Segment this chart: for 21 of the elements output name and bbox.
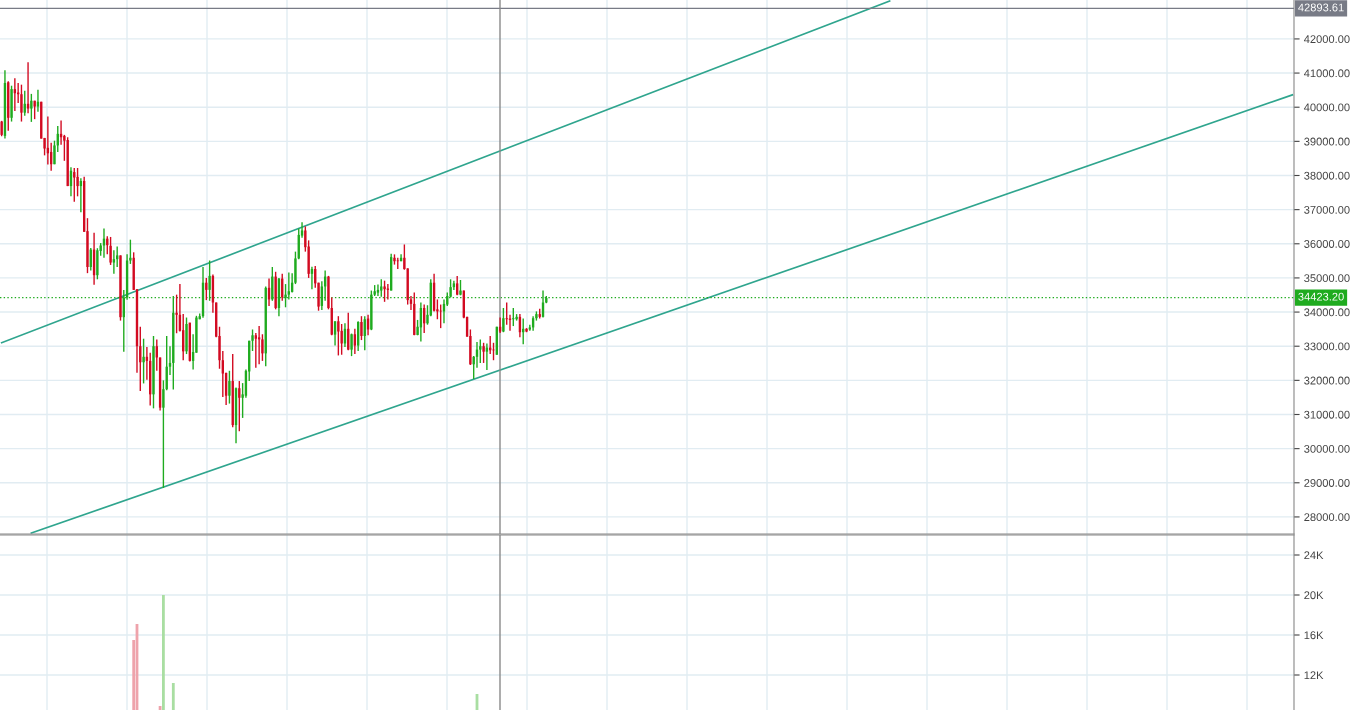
y-tick-label: 38000.00 xyxy=(1304,171,1350,180)
ref-line-label: 42893.61 xyxy=(1298,3,1344,12)
y-tick-label: 29000.00 xyxy=(1304,479,1350,487)
y-tick-label: 36000.00 xyxy=(1304,240,1350,248)
y-tick-label: 42000.00 xyxy=(1303,35,1350,44)
y-tick-label: 28000.00 xyxy=(1304,513,1350,522)
y-tick-label: 35000.00 xyxy=(1304,274,1350,283)
y-tick-label: 41000.00 xyxy=(1303,69,1350,78)
y-tick-label: 33000.00 xyxy=(1304,342,1350,351)
y-tick-label: 40000.00 xyxy=(1303,103,1350,112)
y-tick-label: 20K xyxy=(1304,591,1324,600)
y-tick-label: 34000.00 xyxy=(1304,308,1350,317)
y-tick-label: 37000.00 xyxy=(1304,205,1350,214)
y-tick-label: 24K xyxy=(1304,551,1324,560)
y-tick-label: 12K xyxy=(1304,671,1324,680)
ref-line-label: 34423.20 xyxy=(1298,292,1344,301)
y-tick-label: 31000.00 xyxy=(1304,410,1350,419)
y-tick-label: 16K xyxy=(1304,631,1324,640)
y-tick-label: 32000.00 xyxy=(1304,376,1350,385)
y-tick-label: 30000.00 xyxy=(1304,444,1350,453)
y-tick-label: 39000.00 xyxy=(1304,137,1350,146)
